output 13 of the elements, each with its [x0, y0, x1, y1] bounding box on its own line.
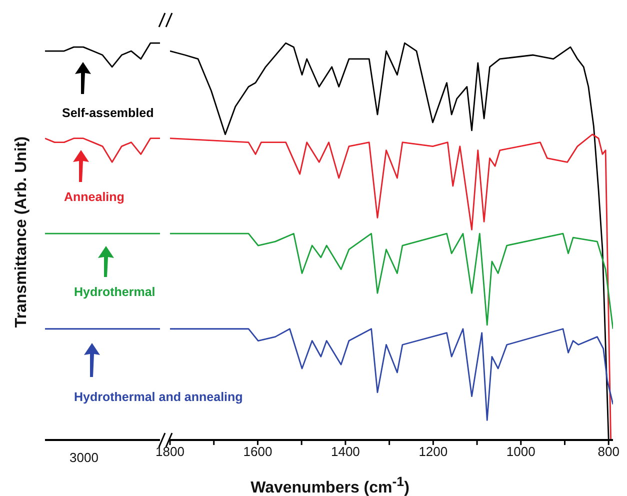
text: Hydrothermal and annealing — [74, 390, 243, 404]
x-tick-label: 1200 — [418, 444, 448, 460]
text: Annealing — [64, 190, 124, 204]
x-axis-title: Wavenumbers (cm$^{-1}$) — [250, 474, 410, 496]
x-tick-label: 1800 — [156, 444, 184, 460]
x-tick-label: 1000 — [506, 444, 536, 460]
text: Self-assembled — [62, 106, 154, 120]
x-tick-label: 1600 — [243, 444, 272, 460]
text: Hydrothermal — [74, 285, 156, 299]
text: 3000 — [70, 450, 98, 465]
y-axis-title: Transmittance (Arb. Unit) — [13, 136, 31, 328]
x-tick-label: 800 — [598, 444, 620, 460]
x-tick-label: 1400 — [330, 444, 360, 460]
